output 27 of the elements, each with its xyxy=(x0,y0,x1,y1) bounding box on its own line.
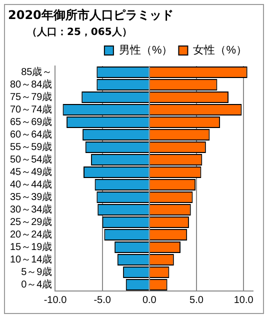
legend-label: 女性（%） xyxy=(193,44,247,57)
legend-label: 男性（%） xyxy=(118,44,173,57)
y-tick-label: 55～59歳 xyxy=(10,141,52,153)
y-tick-label: 70～74歳 xyxy=(10,104,52,116)
y-tick-label: 0～4歳 xyxy=(21,278,52,290)
y-tick-label: 65～69歳 xyxy=(10,116,52,128)
y-tick-label: 45～49歳 xyxy=(10,166,52,178)
x-tick-label: -5.0 xyxy=(94,294,112,306)
y-tick-label: 60～64歳 xyxy=(10,128,52,140)
y-tick-label: 25～29歳 xyxy=(10,216,52,228)
x-tick-label: -10.0 xyxy=(44,294,68,306)
y-tick-label: 50～54歳 xyxy=(10,154,52,166)
y-tick-label: 20～24歳 xyxy=(10,228,52,240)
x-tick-label: 5.0 xyxy=(190,294,204,306)
y-tick-label: 15～19歳 xyxy=(10,241,52,253)
x-tick-label: 10.0 xyxy=(234,294,254,306)
y-tick-label: 30～34歳 xyxy=(10,204,52,216)
y-tick-label: 85歳～ xyxy=(21,66,52,78)
y-tick-label: 40～44歳 xyxy=(10,178,52,190)
y-tick-label: 10～14歳 xyxy=(10,254,52,266)
chart-title: 2020年御所市人口ピラミッド xyxy=(8,7,174,24)
chart-subtitle: （人口：25，065人） xyxy=(27,26,133,39)
y-tick-label: 75～79歳 xyxy=(10,91,52,103)
y-tick-label: 35～39歳 xyxy=(10,191,52,203)
x-tick-label: 0.0 xyxy=(142,294,157,306)
y-tick-label: 5～9歳 xyxy=(21,266,52,278)
y-tick-label: 80～84歳 xyxy=(10,78,52,90)
